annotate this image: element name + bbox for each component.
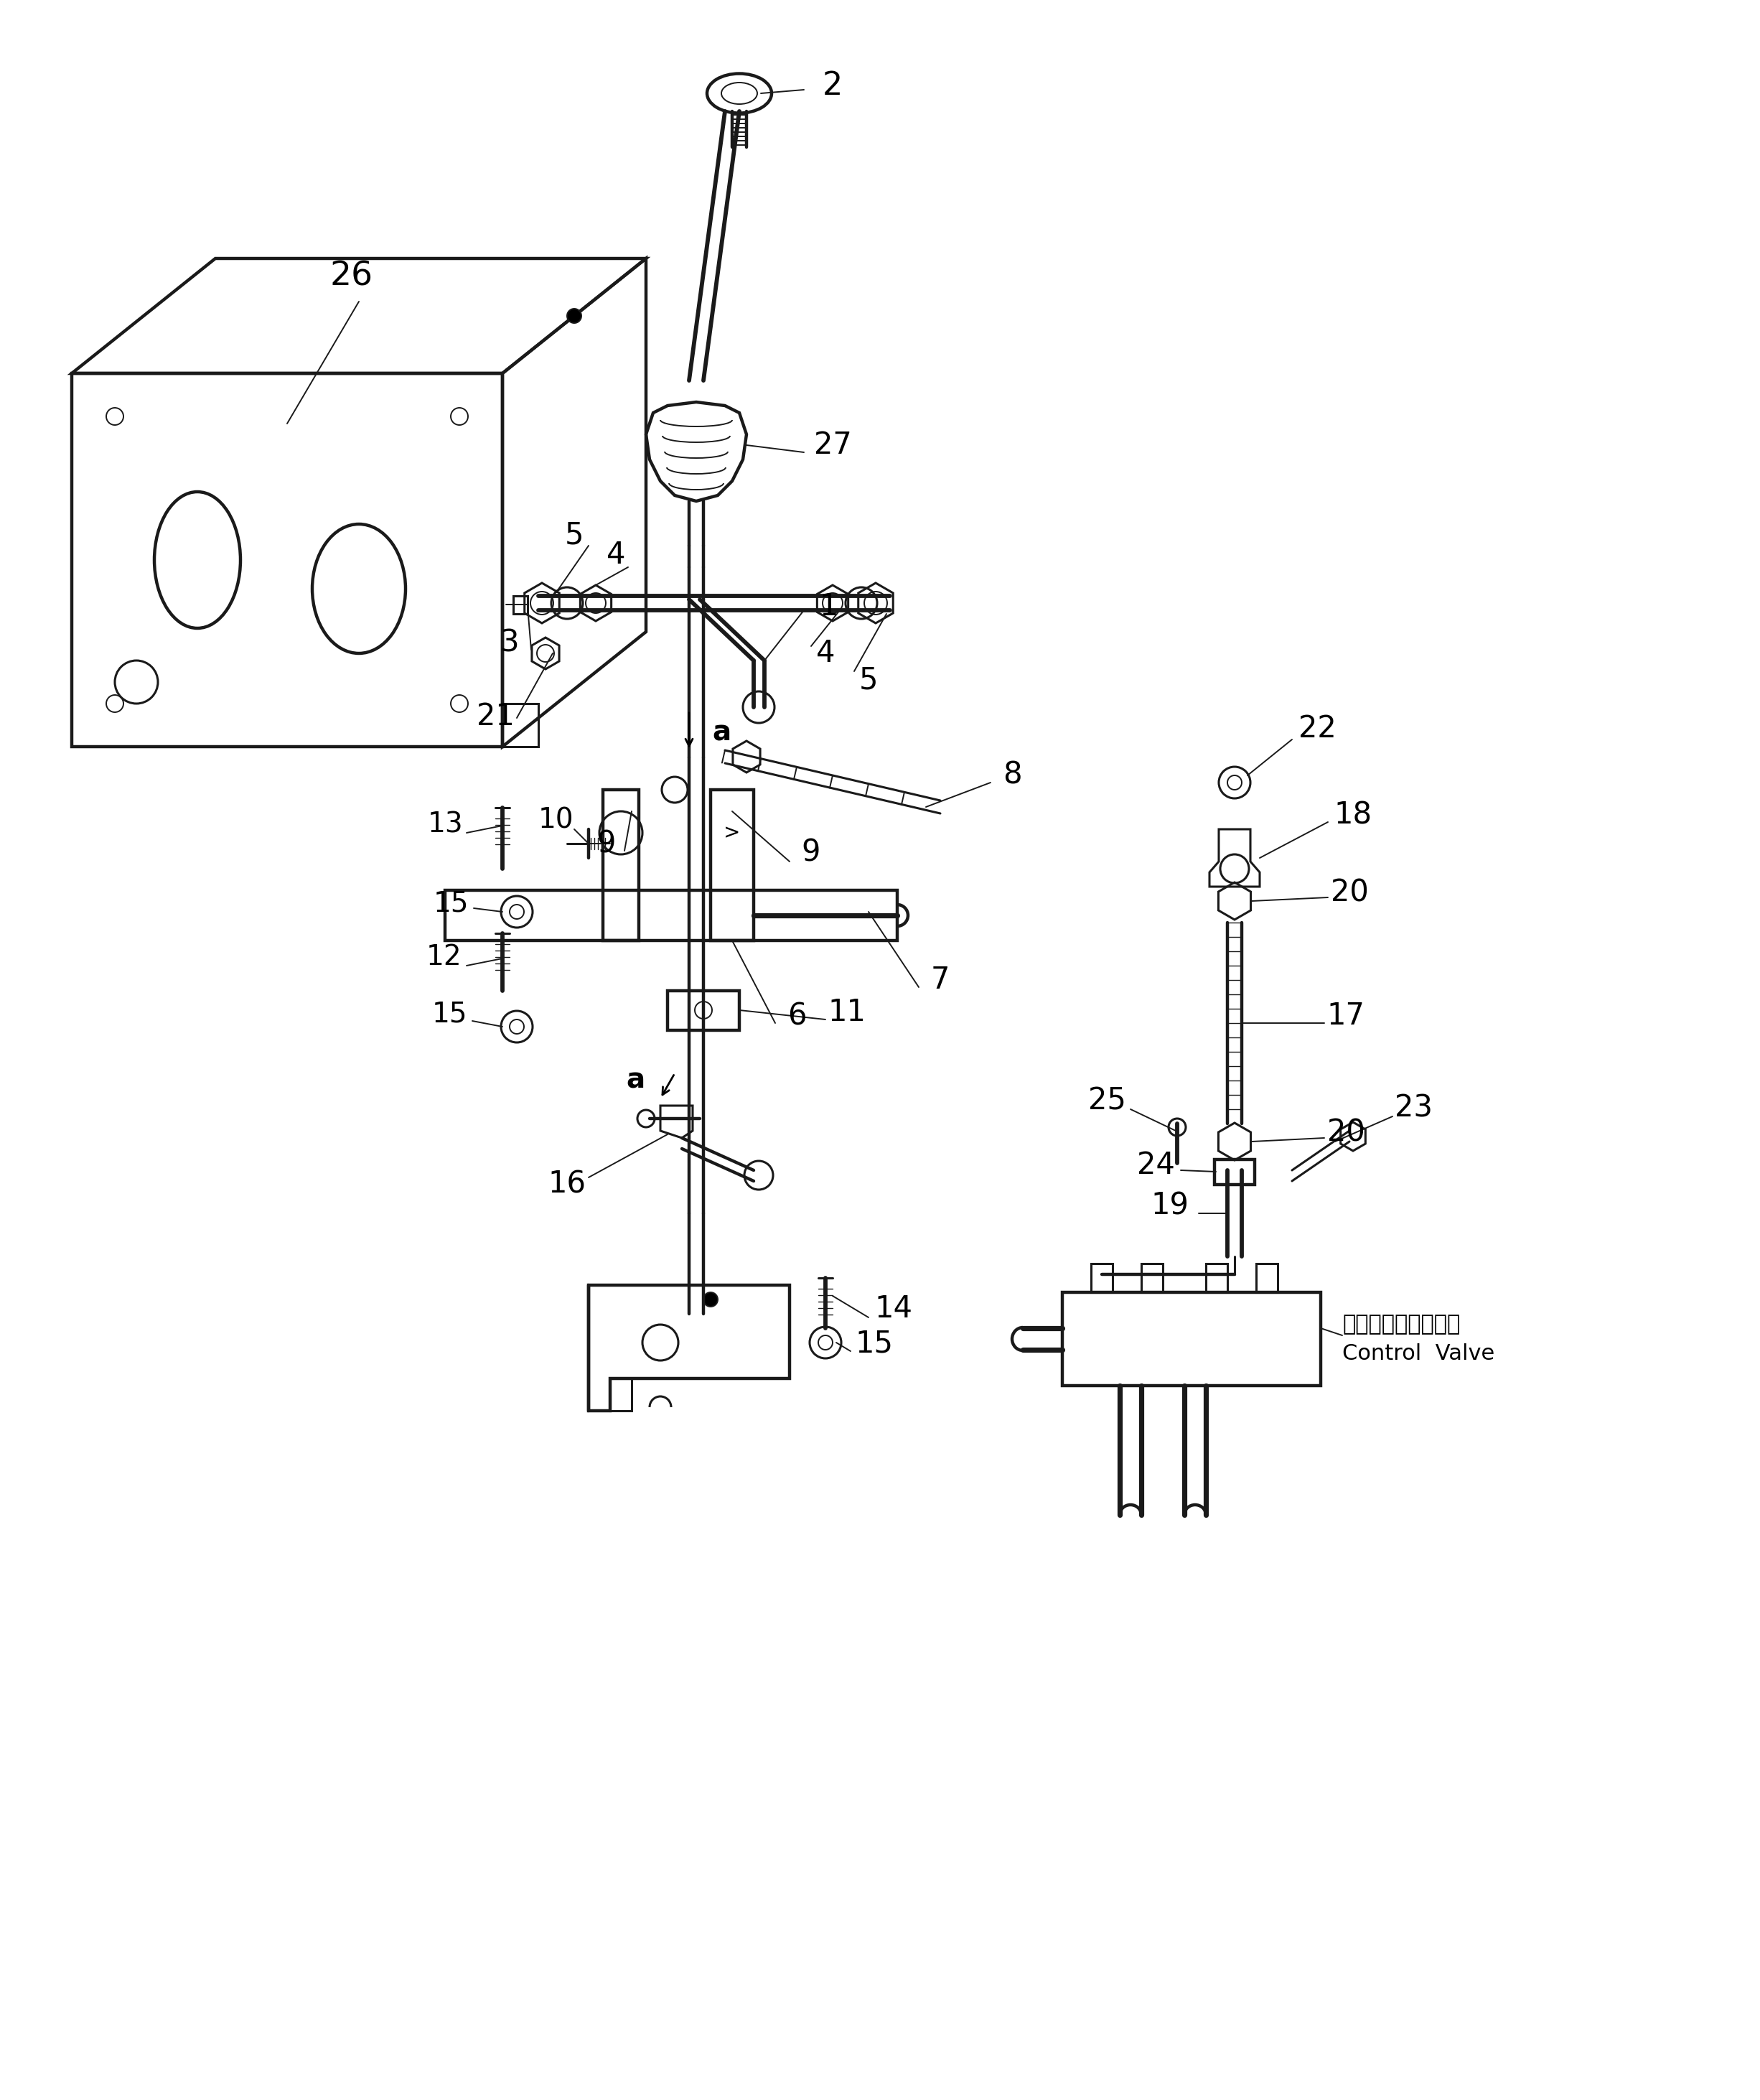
Text: 9: 9: [597, 830, 616, 859]
Text: コントロールバルブ: コントロールバルブ: [1343, 1315, 1461, 1336]
Text: 18: 18: [1334, 800, 1373, 830]
Text: 4: 4: [817, 638, 834, 668]
Text: 14: 14: [875, 1294, 913, 1323]
Text: 10: 10: [539, 806, 574, 834]
Text: 15: 15: [433, 890, 468, 918]
Text: 3: 3: [500, 628, 519, 657]
Text: 13: 13: [428, 811, 463, 838]
Text: 27: 27: [813, 430, 852, 460]
Text: a: a: [627, 1067, 644, 1094]
Text: 1: 1: [820, 592, 838, 622]
Text: 4: 4: [607, 540, 625, 569]
Text: 23: 23: [1396, 1092, 1433, 1124]
Text: 20: 20: [1331, 878, 1369, 907]
Text: 2: 2: [822, 71, 843, 101]
Text: 12: 12: [426, 943, 461, 970]
Circle shape: [704, 1292, 718, 1306]
Text: 19: 19: [1151, 1191, 1190, 1222]
Text: 11: 11: [827, 998, 866, 1027]
Text: a: a: [713, 718, 730, 746]
Text: 8: 8: [1003, 760, 1021, 790]
Text: 25: 25: [1088, 1086, 1126, 1115]
Circle shape: [567, 309, 581, 323]
Text: 17: 17: [1327, 1002, 1364, 1031]
Circle shape: [662, 777, 688, 802]
Text: 26: 26: [331, 260, 373, 292]
Text: 9: 9: [801, 838, 820, 867]
Text: 15: 15: [855, 1329, 894, 1359]
Text: 21: 21: [477, 701, 514, 731]
Text: >: >: [723, 823, 741, 842]
Text: 15: 15: [431, 1000, 466, 1027]
Text: 5: 5: [859, 666, 878, 695]
Text: 20: 20: [1327, 1117, 1364, 1147]
Text: 7: 7: [931, 964, 950, 995]
Text: 6: 6: [787, 1002, 806, 1031]
Text: 24: 24: [1137, 1151, 1174, 1180]
Text: Control  Valve: Control Valve: [1343, 1342, 1494, 1363]
Text: 22: 22: [1299, 714, 1336, 743]
Text: 5: 5: [565, 521, 584, 550]
Text: 16: 16: [547, 1170, 586, 1199]
